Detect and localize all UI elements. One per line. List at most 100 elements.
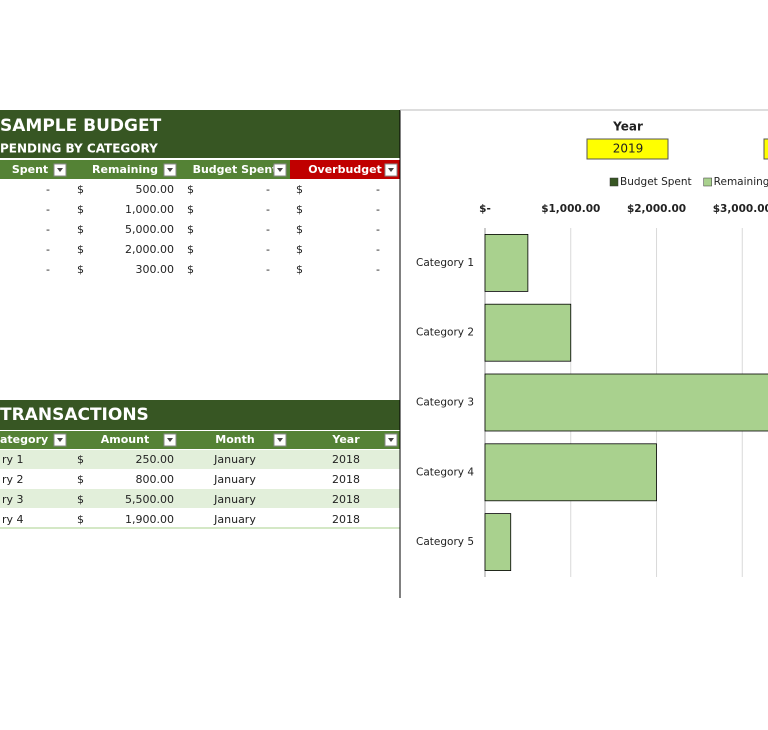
currency: $	[77, 243, 84, 256]
filter-box[interactable]	[586, 138, 669, 160]
currency: $	[77, 513, 84, 526]
filter-arrow	[57, 168, 63, 172]
y-tick-label: Category 5	[416, 536, 474, 548]
y-tick-label: Category 1	[416, 257, 474, 269]
cell: January	[213, 453, 256, 466]
bar	[484, 303, 572, 362]
cell: 300.00	[136, 263, 175, 276]
transactions-title: TRANSACTIONS	[0, 405, 149, 425]
cell: -	[376, 243, 380, 256]
currency: $	[77, 473, 84, 486]
cell: -	[46, 183, 50, 196]
currency: $	[187, 183, 194, 196]
x-tick-label: $1,000.00	[541, 203, 600, 215]
filter-arrow	[277, 168, 283, 172]
cell: January	[213, 493, 256, 506]
cell: 2,000.00	[125, 243, 174, 256]
cell: 2018	[332, 453, 360, 466]
currency: $	[296, 183, 303, 196]
budget-title: SAMPLE BUDGET	[0, 116, 162, 136]
legend-label: Remaining	[714, 176, 768, 188]
budget-title-bar	[0, 110, 400, 158]
column-header: Budget Spent	[193, 163, 278, 176]
cell: -	[266, 183, 270, 196]
column-header: Year	[331, 433, 360, 446]
transactions-header	[0, 431, 400, 449]
currency: $	[77, 203, 84, 216]
cell: 500.00	[136, 183, 175, 196]
cell: -	[376, 223, 380, 236]
row-band	[0, 489, 400, 508]
filter-label: Year	[612, 120, 643, 134]
column-header: Month	[215, 433, 254, 446]
cell: -	[46, 223, 50, 236]
currency: $	[187, 263, 194, 276]
column-header: ategory	[0, 433, 48, 446]
x-tick-label: $-	[479, 203, 491, 215]
currency: $	[296, 203, 303, 216]
cell: 1,000.00	[125, 203, 174, 216]
legend-swatch	[703, 177, 712, 187]
cell: -	[376, 203, 380, 216]
cell: 800.00	[136, 473, 175, 486]
legend-swatch	[609, 177, 619, 187]
currency: $	[187, 243, 194, 256]
bar	[484, 443, 657, 502]
cell: -	[266, 243, 270, 256]
row-band	[0, 450, 400, 469]
currency: $	[296, 223, 303, 236]
currency: $	[77, 183, 84, 196]
column-header: Overbudget	[308, 163, 382, 176]
chart: $- $1,000.00 $2,000.00 $3,000.00 Category 1 C…	[416, 176, 768, 577]
currency: $	[296, 263, 303, 276]
cell: January	[213, 513, 256, 526]
x-tick-label: $3,000.00	[713, 203, 768, 215]
bar	[484, 373, 768, 432]
legend-label: Budget Spent	[620, 176, 692, 188]
currency: $	[77, 453, 84, 466]
currency: $	[77, 493, 84, 506]
y-tick-label: Category 2	[416, 327, 474, 339]
currency: $	[77, 223, 84, 236]
y-tick-label: Category 3	[416, 397, 474, 409]
filter-arrow	[167, 438, 173, 442]
cell: ry 2	[2, 473, 24, 486]
x-tick-label: $2,000.00	[627, 203, 686, 215]
transactions-title-bar	[0, 400, 400, 430]
y-tick-label: Category 4	[416, 466, 474, 478]
cell: -	[46, 243, 50, 256]
currency: $	[77, 263, 84, 276]
cell: -	[376, 263, 380, 276]
bar	[484, 513, 512, 571]
overbudget-header	[290, 160, 400, 179]
filter-arrow	[277, 438, 283, 442]
cell: -	[376, 183, 380, 196]
cell: 5,500.00	[125, 493, 174, 506]
cell: 2018	[332, 513, 360, 526]
bar	[484, 233, 529, 292]
column-header: Spent	[12, 163, 48, 176]
filter-arrow	[57, 438, 63, 442]
cell: 250.00	[136, 453, 175, 466]
cell: 2018	[332, 473, 360, 486]
column-header: Amount	[101, 433, 149, 446]
currency: $	[187, 223, 194, 236]
cell: ry 3	[2, 493, 24, 506]
budget-subtitle: PENDING BY CATEGORY	[0, 142, 158, 156]
cell: -	[46, 203, 50, 216]
cell: -	[266, 203, 270, 216]
filter-box[interactable]	[763, 138, 768, 160]
filter-arrow	[167, 168, 173, 172]
cell: 1,900.00	[125, 513, 174, 526]
cell: 5,000.00	[125, 223, 174, 236]
currency: $	[296, 243, 303, 256]
cell: ry 1	[2, 453, 24, 466]
column-header: Remaining	[92, 163, 158, 176]
cell: January	[213, 473, 256, 486]
filter-value[interactable]: 2019	[613, 142, 644, 156]
cell: -	[46, 263, 50, 276]
currency: $	[187, 203, 194, 216]
cell: -	[266, 223, 270, 236]
budget-header	[0, 160, 290, 179]
